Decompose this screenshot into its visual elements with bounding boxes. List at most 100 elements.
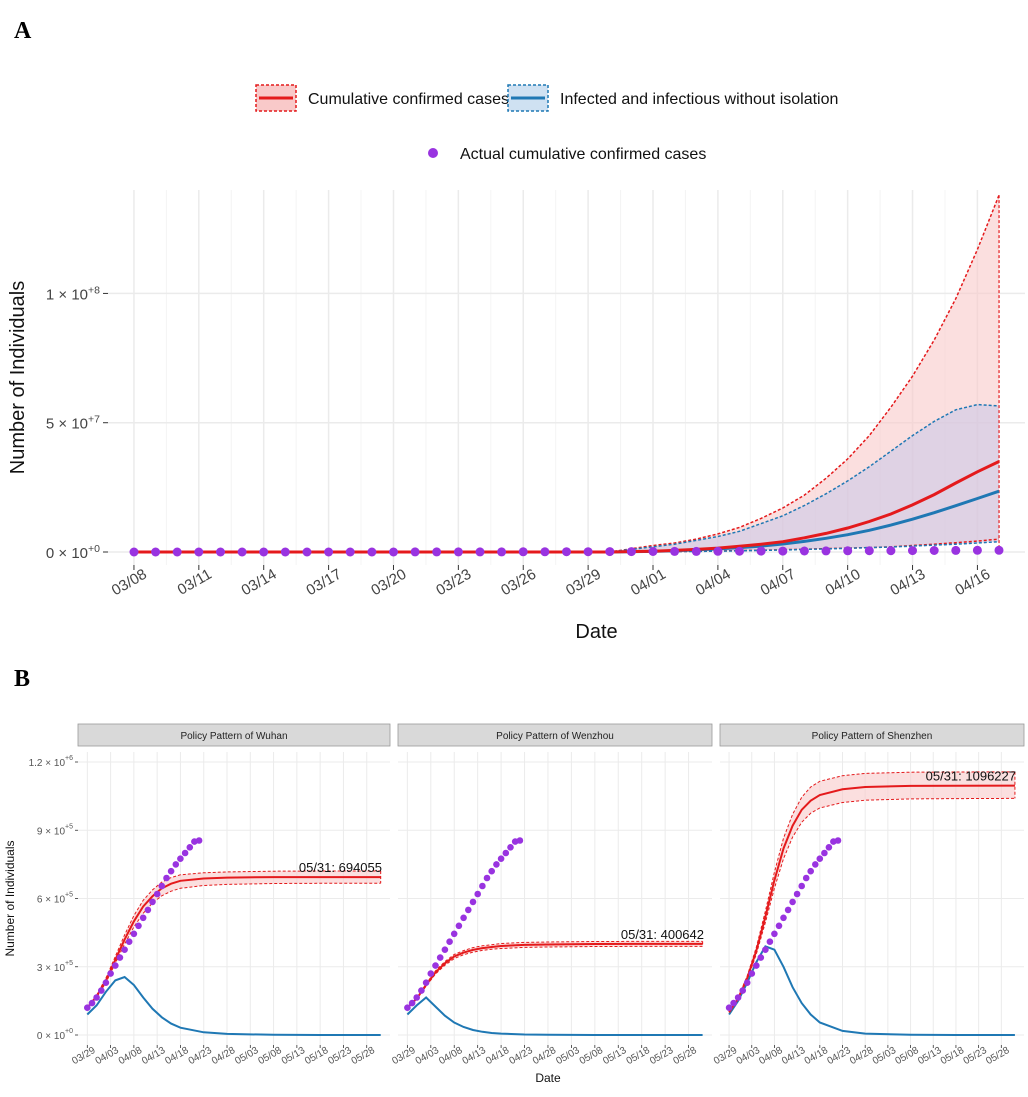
actual-point (195, 837, 203, 844)
actual-point (748, 970, 756, 977)
actual-point (404, 1004, 411, 1011)
actual-point (194, 547, 204, 557)
actual-point (756, 546, 766, 556)
x-tick-label: 05/08 (257, 1045, 285, 1067)
facet-title: Policy Pattern of Shenzhen (812, 731, 933, 742)
actual-point (413, 994, 421, 1001)
actual-point (798, 882, 805, 890)
x-tick-label: 05/28 (984, 1045, 1012, 1067)
actual-point (455, 922, 463, 930)
actual-point (994, 545, 1004, 555)
x-tick-label: 04/28 (531, 1045, 559, 1067)
actual-point (908, 546, 917, 556)
confirmed-ribbon (729, 771, 1015, 1013)
actual-point (474, 890, 482, 898)
actual-point (237, 547, 247, 557)
x-tick-label: 04/03 (94, 1045, 122, 1067)
x-tick-label: 04/28 (210, 1045, 238, 1067)
actual-point (460, 914, 467, 922)
x-tick-label: 04/13 (140, 1045, 168, 1067)
confirmed-line (728, 784, 1015, 1013)
confirmed-line (406, 942, 703, 1009)
actual-point (116, 954, 124, 961)
panel-a-label: A (14, 18, 32, 44)
actual-point (821, 546, 831, 556)
actual-point (518, 547, 528, 557)
x-tick-label: 03/17 (303, 566, 344, 599)
x-tick-label: 04/13 (461, 1045, 489, 1067)
x-tick-label: 05/28 (350, 1045, 378, 1067)
x-tick-label: 05/08 (894, 1045, 922, 1067)
actual-point (821, 849, 828, 857)
actual-point (367, 547, 377, 557)
actual-point (465, 906, 472, 914)
actual-point (167, 867, 175, 875)
x-tick-label: 05/13 (601, 1045, 629, 1067)
x-tick-label: 05/03 (233, 1045, 261, 1067)
actual-point (163, 874, 170, 882)
actual-point (753, 962, 760, 969)
y-tick-label: 6 × 10+5 (37, 892, 73, 906)
x-tick-label: 03/23 (433, 566, 474, 599)
actual-point (422, 979, 430, 986)
actual-point (280, 547, 290, 557)
actual-point (507, 844, 514, 851)
x-tick-label: 05/18 (303, 1045, 331, 1067)
actual-point (799, 546, 809, 556)
actual-point (886, 546, 896, 556)
actual-point (172, 547, 182, 557)
x-tick-label: 03/29 (712, 1045, 740, 1067)
infected-line (406, 996, 703, 1036)
actual-point (778, 546, 788, 556)
legend-key-actual (428, 148, 438, 158)
actual-point (302, 547, 312, 557)
actual-point (129, 547, 139, 557)
confirmed-ribbon (407, 941, 703, 1008)
actual-point (408, 999, 416, 1007)
x-tick-label: 04/18 (803, 1045, 831, 1067)
legend-label-actual: Actual cumulative confirmed cases (460, 146, 706, 163)
x-tick-label: 04/16 (952, 566, 993, 599)
x-tick-label: 04/10 (822, 566, 863, 599)
x-tick-label: 03/29 (70, 1045, 98, 1067)
x-axis-title: Date (535, 1071, 561, 1085)
x-tick-label: 03/08 (109, 566, 150, 599)
actual-point (84, 1004, 91, 1011)
actual-point (259, 547, 269, 557)
actual-point (441, 946, 449, 953)
actual-point (153, 890, 161, 898)
actual-point (713, 546, 723, 556)
facet-0: Policy Pattern of Wuhan 05/31: 694055 03/2… (29, 723, 391, 1067)
actual-point (793, 890, 801, 898)
x-tick-label: 04/08 (117, 1045, 145, 1067)
actual-point (516, 837, 524, 844)
actual-point (730, 999, 737, 1007)
actual-point (951, 545, 961, 555)
x-tick-label: 04/23 (187, 1045, 215, 1067)
actual-point (130, 930, 138, 938)
x-tick-label: 04/13 (887, 566, 928, 599)
actual-point (88, 999, 96, 1007)
actual-point (626, 547, 636, 557)
infected-line (728, 945, 1015, 1036)
actual-point (107, 970, 114, 977)
actual-point (450, 930, 458, 938)
actual-point (670, 546, 680, 556)
endpoint-annotation: 05/31: 1096227 (926, 769, 1016, 784)
actual-point (789, 898, 796, 906)
y-axis-title: Number of Individuals (7, 281, 29, 474)
confirmed-lower-line (407, 945, 703, 1009)
actual-point (493, 861, 500, 868)
actual-point (497, 547, 507, 557)
actual-point (158, 882, 166, 890)
actual-point (432, 547, 442, 557)
actual-point (139, 914, 147, 922)
actual-point (479, 882, 486, 890)
actual-point (502, 849, 510, 857)
x-tick-label: 04/03 (414, 1045, 442, 1067)
x-tick-label: 04/03 (735, 1045, 763, 1067)
actual-point (436, 954, 444, 961)
actual-point (324, 547, 334, 557)
x-tick-label: 05/03 (554, 1045, 582, 1067)
